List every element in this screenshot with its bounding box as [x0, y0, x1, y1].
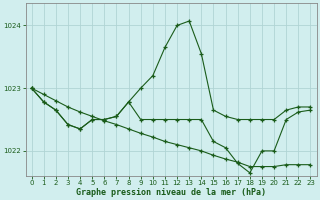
- X-axis label: Graphe pression niveau de la mer (hPa): Graphe pression niveau de la mer (hPa): [76, 188, 266, 197]
